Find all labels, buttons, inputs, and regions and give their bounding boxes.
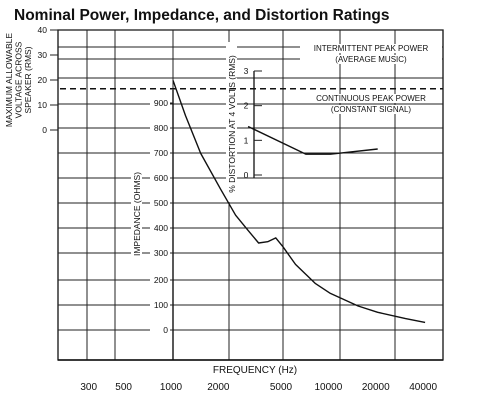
impedance-tick-bg-900 bbox=[150, 98, 170, 108]
annotation-0-line-0: INTERMITTENT PEAK POWER bbox=[314, 44, 429, 53]
x-tick-label-1000: 1000 bbox=[160, 382, 183, 393]
impedance-tick-bg-400 bbox=[150, 223, 170, 233]
voltage-axis-label: MAXIMUM ALLOWABLE VOLTAGE ACROSS SPEAKER (… bbox=[4, 33, 33, 127]
distortion-axis-label: % DISTORTION AT 4 VOLTS (RMS) bbox=[227, 55, 237, 193]
impedance-axis-label: IMPEDANCE (OHMS) bbox=[132, 172, 142, 256]
chart-labels: INTERMITTENT PEAK POWER (AVERAGE MUSIC) CO… bbox=[300, 44, 442, 114]
x-tick-label-20000: 20000 bbox=[362, 382, 390, 393]
distortion-label-bg bbox=[226, 42, 237, 202]
impedance-tick-label-600: 600 bbox=[154, 173, 168, 183]
distortion-tick-label-0: 0 bbox=[244, 170, 249, 180]
impedance-tick-bg-500 bbox=[150, 198, 170, 208]
distortion-tick-label-2: 2 bbox=[244, 101, 249, 111]
impedance-tick-label-400: 400 bbox=[154, 223, 168, 233]
impedance-tick-label-100: 100 bbox=[154, 300, 168, 310]
impedance-tick-bg-200 bbox=[150, 275, 170, 285]
annotation-bg-0-0 bbox=[300, 44, 442, 53]
x-tick-label-5000: 5000 bbox=[270, 382, 293, 393]
impedance-tick-bg-800 bbox=[150, 123, 170, 133]
chart-title: Nominal Power, Impedance, and Distortion… bbox=[14, 7, 390, 24]
distortion-tick-label-3: 3 bbox=[244, 66, 249, 76]
voltage-axis-label-line-2: SPEAKER (RMS) bbox=[23, 46, 33, 113]
impedance-tick-bg-100 bbox=[150, 300, 170, 310]
plot-frame bbox=[57, 29, 444, 361]
impedance-tick-bg-300 bbox=[150, 248, 170, 258]
voltage-tick-label-0: 0 bbox=[42, 125, 47, 135]
impedance-tick-label-300: 300 bbox=[154, 248, 168, 258]
impedance-tick-bg-0 bbox=[150, 325, 170, 335]
voltage-axis-label-line-1: VOLTAGE ACROSS bbox=[14, 41, 24, 118]
voltage-tick-label-20: 20 bbox=[38, 75, 48, 85]
impedance-tick-label-200: 200 bbox=[154, 275, 168, 285]
annotation-1-line-0: CONTINUOUS PEAK POWER bbox=[316, 94, 426, 103]
series-impedance-line bbox=[172, 80, 426, 324]
series-distortion-line bbox=[247, 125, 378, 155]
impedance-tick-bg-600 bbox=[150, 173, 170, 183]
x-tick-label-300: 300 bbox=[80, 382, 97, 393]
chart-grid bbox=[57, 29, 444, 361]
distortion-tick-label-1: 1 bbox=[244, 135, 249, 145]
annotation-bg-1-1 bbox=[300, 105, 442, 114]
impedance-tick-bg-700 bbox=[150, 148, 170, 158]
voltage-tick-label-30: 30 bbox=[38, 50, 48, 60]
voltage-tick-label-40: 40 bbox=[38, 25, 48, 35]
x-tick-label-500: 500 bbox=[115, 382, 132, 393]
annotation-bg-1-0 bbox=[300, 94, 442, 103]
impedance-tick-label-800: 800 bbox=[154, 123, 168, 133]
x-tick-label-2000: 2000 bbox=[207, 382, 230, 393]
x-axis-label: FREQUENCY (Hz) bbox=[213, 365, 297, 376]
impedance-tick-label-900: 900 bbox=[154, 98, 168, 108]
annotation-0-line-1: (AVERAGE MUSIC) bbox=[335, 55, 407, 64]
impedance-label-bg bbox=[131, 165, 142, 263]
x-tick-label-40000: 40000 bbox=[409, 382, 437, 393]
voltage-tick-label-10: 10 bbox=[38, 100, 48, 110]
annotation-bg-0-1 bbox=[300, 55, 442, 64]
impedance-tick-label-700: 700 bbox=[154, 148, 168, 158]
voltage-axis-label-line-0: MAXIMUM ALLOWABLE bbox=[4, 33, 14, 127]
impedance-tick-label-0: 0 bbox=[163, 325, 168, 335]
annotation-1-line-1: (CONSTANT SIGNAL) bbox=[331, 105, 411, 114]
x-tick-label-10000: 10000 bbox=[314, 382, 342, 393]
impedance-tick-label-500: 500 bbox=[154, 198, 168, 208]
chart-series bbox=[60, 80, 443, 324]
